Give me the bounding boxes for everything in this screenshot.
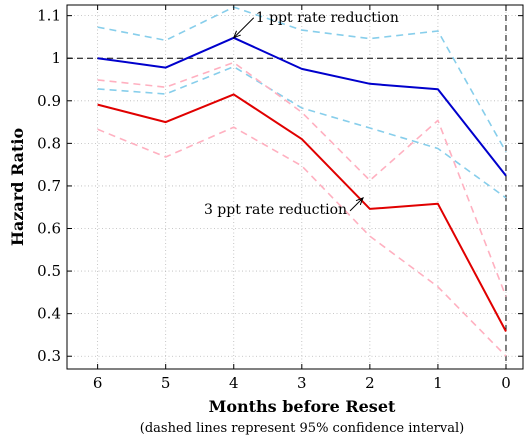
series-line-blue_upper [97,6,507,153]
series-lines [97,6,507,357]
ticks: 6 5 4 3 2 1 0 0.3 0.4 0.5 0.6 0.7 0.8 0.9 1 1.1 [37,5,523,392]
y-tick-label: 0.3 [37,347,61,365]
annotation-label: 1 ppt rate reduction [256,10,399,26]
y-tick-label: 0.5 [37,262,61,280]
x-tick-label: 5 [161,374,171,392]
y-tick-label: 0.8 [37,134,61,152]
series-line-blue [97,36,507,177]
chart-note: (dashed lines represent 95% confidence i… [140,421,464,436]
annotation-arrow [234,17,255,38]
x-tick-label: 4 [229,374,239,392]
series-line-red_upper [97,61,507,297]
y-tick-label: 0.7 [37,177,61,195]
grid [67,5,523,369]
series-line-red_lower [97,126,507,357]
y-tick-label: 0.4 [37,305,61,323]
x-tick-label: 1 [433,374,443,392]
series-line-blue_lower [97,65,507,199]
y-tick-label: 1 [51,49,61,67]
y-tick-label: 0.9 [37,92,61,110]
y-axis-label: Hazard Ratio [8,128,27,247]
annotation-label: 3 ppt rate reduction [204,202,347,218]
reference-lines [67,5,523,369]
x-axis-label: Months before Reset [209,397,396,416]
plot-frame [66,4,524,370]
x-tick-label: 6 [93,374,103,392]
x-tick-label: 2 [365,374,375,392]
annotation-arrow [349,198,363,212]
y-tick-label: 0.6 [37,220,61,238]
x-tick-label: 0 [501,374,511,392]
x-tick-label: 3 [297,374,307,392]
annotations: 1 ppt rate reduction 3 ppt rate reduction [204,10,399,218]
y-tick-label: 1.1 [37,7,61,25]
series-line-red [97,93,507,332]
